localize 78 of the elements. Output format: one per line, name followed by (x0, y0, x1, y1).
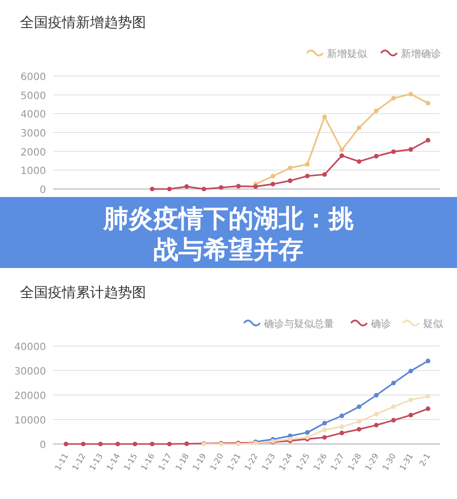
point (340, 153, 344, 158)
legend-label: 新增确诊 (401, 48, 441, 60)
point (150, 186, 154, 192)
point (426, 100, 430, 106)
y-tick-label: 4000 (20, 110, 46, 121)
y-tick-label: 1000 (20, 166, 46, 178)
point (426, 138, 430, 143)
point (340, 430, 344, 436)
point (391, 96, 396, 101)
point (356, 159, 362, 164)
point (408, 147, 414, 152)
y-tick-label: 30000 (14, 366, 46, 378)
point (270, 174, 276, 178)
y-tick-label: 40000 (14, 342, 46, 353)
point (391, 404, 396, 410)
point (218, 185, 224, 190)
point (356, 125, 362, 130)
point (150, 442, 154, 446)
point (305, 430, 310, 435)
point (426, 394, 430, 399)
point (374, 392, 379, 398)
point (374, 422, 379, 428)
point (322, 172, 327, 177)
y-tick-label: 0 (40, 440, 46, 451)
y-tick-label: 6000 (20, 72, 46, 83)
legend-label: 疑似 (423, 318, 443, 330)
legend-label: 确诊 (370, 318, 391, 330)
y-tick-label: 10000 (14, 416, 46, 426)
point (426, 406, 430, 412)
point (408, 412, 414, 418)
point (374, 154, 379, 159)
point (391, 380, 396, 386)
chart-title: 全国疫情新增趋势图 (20, 15, 146, 31)
point (356, 419, 362, 424)
point (288, 178, 292, 184)
point (340, 414, 344, 418)
point (270, 182, 276, 186)
point (288, 166, 292, 170)
point (167, 442, 172, 446)
point (80, 442, 86, 446)
point (184, 184, 189, 189)
point (322, 427, 327, 432)
point (236, 184, 241, 188)
point (340, 148, 344, 152)
point (408, 398, 414, 402)
point (115, 442, 120, 446)
chart-title: 全国疫情累计趋势图 (20, 285, 146, 301)
y-tick-label: 0 (40, 185, 46, 196)
point (322, 435, 327, 440)
point (305, 174, 310, 178)
y-tick-label: 3000 (20, 128, 46, 140)
point (64, 442, 68, 446)
point (253, 184, 258, 189)
point (356, 404, 362, 410)
x-tick-label: 2-1 (418, 452, 432, 468)
point (374, 412, 379, 416)
legend-label: 新增疑似 (327, 48, 367, 60)
y-tick-label: 5000 (20, 90, 46, 102)
point (132, 442, 138, 446)
point (391, 149, 396, 154)
point (184, 441, 189, 446)
point (305, 162, 310, 167)
point (340, 424, 344, 430)
point (408, 368, 414, 374)
point (322, 420, 327, 426)
text: 肺炎疫情下的湖北：挑战与希望并存 (102, 204, 354, 264)
point (167, 186, 172, 192)
point (322, 114, 327, 120)
point (356, 427, 362, 432)
point (374, 108, 379, 114)
point (98, 442, 103, 446)
point (408, 92, 414, 96)
point (426, 358, 430, 364)
legend-label: 确诊与疑似总量 (263, 318, 334, 330)
point (202, 186, 206, 192)
y-tick-label: 20000 (14, 391, 46, 402)
point (391, 418, 396, 423)
y-tick-label: 2000 (20, 147, 46, 158)
